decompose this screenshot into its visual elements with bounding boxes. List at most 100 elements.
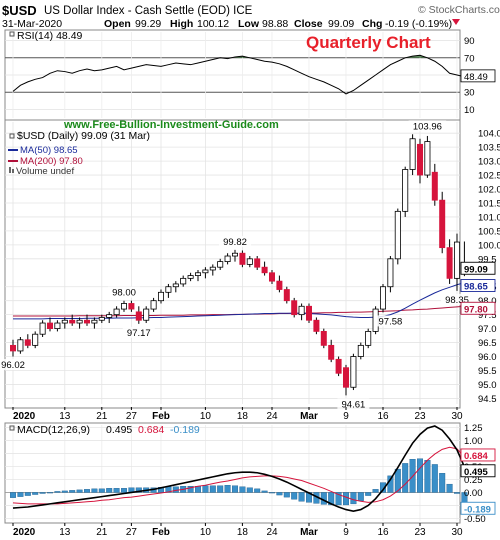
candle bbox=[9, 339, 16, 357]
macd-hist-bar bbox=[9, 492, 16, 498]
candle-body-down bbox=[47, 322, 54, 330]
price-label: 97.58 bbox=[379, 316, 403, 327]
macd-label-value: 0.495 bbox=[106, 424, 132, 436]
macd-label-name: MACD(12,26,9) bbox=[17, 424, 90, 436]
candle bbox=[342, 364, 349, 396]
candle bbox=[387, 256, 394, 293]
price-x-label: 2020 bbox=[13, 411, 36, 422]
macd-hist-bar bbox=[194, 486, 201, 493]
candle bbox=[69, 314, 76, 326]
candle-body-down bbox=[342, 367, 349, 388]
rsi-tick-label: 30 bbox=[464, 88, 475, 99]
candle bbox=[261, 261, 268, 276]
price-label-bg bbox=[374, 315, 407, 327]
macd-series bbox=[9, 425, 468, 512]
candle-body-up bbox=[424, 141, 431, 176]
candle-body-up bbox=[113, 308, 120, 316]
candle bbox=[276, 275, 283, 293]
price-tick-label: 97.0 bbox=[478, 324, 497, 335]
candle bbox=[439, 191, 446, 254]
macd-hist-bar bbox=[365, 492, 372, 496]
macd-tick-label: -0.50 bbox=[464, 514, 486, 525]
chart-header: $USD US Dollar Index - Cash Settle (EOD)… bbox=[2, 3, 500, 30]
rsi-tick-label: 70 bbox=[464, 53, 475, 64]
last-close-tag: 99.09 bbox=[464, 264, 488, 275]
macd-hist-bar bbox=[291, 492, 298, 500]
macd-hist-bar bbox=[246, 487, 253, 493]
candle-body-up bbox=[61, 319, 68, 324]
macd-hist-bar bbox=[47, 492, 54, 494]
candle-body-down bbox=[328, 344, 335, 360]
rsi-series bbox=[12, 54, 472, 95]
candle-body-down bbox=[128, 303, 135, 310]
candle bbox=[202, 267, 209, 279]
macd-value-tag-box bbox=[460, 464, 496, 478]
macd-hist-bar bbox=[69, 490, 76, 493]
macd-line bbox=[12, 425, 466, 512]
candle bbox=[402, 166, 409, 217]
ma50-legend: MA(50) 98.65 bbox=[20, 145, 78, 156]
candle bbox=[350, 353, 357, 391]
candle bbox=[143, 306, 150, 324]
macd-hist-bar bbox=[239, 486, 246, 493]
candle bbox=[61, 317, 68, 329]
price-label-bg bbox=[219, 235, 251, 247]
price-x-label: 16 bbox=[377, 411, 389, 422]
macd-label-signal: 0.684 bbox=[138, 424, 164, 436]
candle bbox=[231, 249, 238, 262]
open-label: Open bbox=[104, 18, 131, 30]
candle-body-up bbox=[231, 252, 238, 257]
candle-body-up bbox=[32, 333, 39, 346]
candle-body-down bbox=[283, 289, 290, 302]
candle bbox=[446, 239, 453, 284]
price-x-label: 9 bbox=[343, 411, 349, 422]
macd-hist-bar bbox=[283, 492, 290, 498]
quarterly-chart-annotation: Quarterly Chart bbox=[306, 33, 431, 52]
down-triangle-icon bbox=[452, 19, 460, 25]
candle-body-up bbox=[54, 322, 61, 330]
macd-tick-label: 0.00 bbox=[464, 488, 483, 499]
candle-body-down bbox=[305, 305, 312, 321]
price-tick-label: 95.0 bbox=[478, 380, 497, 391]
candle-body-down bbox=[84, 319, 91, 324]
price-tick-label: 100.5 bbox=[478, 226, 500, 237]
candle bbox=[39, 320, 46, 337]
candle-body-up bbox=[387, 258, 394, 288]
volume-legend: Volume undef bbox=[16, 166, 74, 177]
candle-body-up bbox=[194, 272, 201, 276]
price-axis: 104.0 103.5 103.0 102.5 102.0 101.5 101.0 100.5… bbox=[460, 129, 500, 405]
candle-body-up bbox=[379, 286, 386, 310]
candle-body-down bbox=[446, 247, 453, 279]
macd-hist-bar bbox=[261, 490, 268, 493]
candle-body-down bbox=[69, 319, 76, 324]
candle bbox=[113, 306, 120, 318]
macd-hist-bar bbox=[424, 460, 431, 493]
candle bbox=[416, 138, 423, 184]
macd-x-label: 16 bbox=[377, 527, 389, 538]
macd-hist-bar bbox=[357, 492, 364, 501]
macd-hist-bar bbox=[76, 489, 83, 493]
candle bbox=[150, 297, 157, 312]
candle-body-up bbox=[224, 255, 231, 263]
macd-hist-bar bbox=[98, 488, 105, 493]
macd-hist-bar bbox=[224, 484, 231, 493]
macd-signal-tag: 0.684 bbox=[464, 451, 488, 462]
ma200-tag-box bbox=[460, 301, 496, 315]
price-annotations: 96.02 98.00 97.17 99.82 94.61 97.58 103.96 98.3… bbox=[0, 120, 473, 410]
candle-body-up bbox=[17, 339, 24, 352]
candle-body-up bbox=[402, 169, 409, 212]
price-tick-label: 103.0 bbox=[478, 157, 500, 168]
rsi-line bbox=[12, 54, 472, 95]
price-tick-label: 102.0 bbox=[478, 185, 500, 196]
candle-body-up bbox=[217, 261, 224, 268]
close-value: 99.09 bbox=[328, 18, 354, 30]
price-tick-label: 97.5 bbox=[478, 310, 497, 321]
macd-hist-bar bbox=[202, 485, 209, 493]
candle bbox=[91, 317, 98, 329]
macd-hist-bar bbox=[54, 491, 61, 493]
candle bbox=[254, 256, 261, 270]
macd-signal-tag-box bbox=[460, 448, 496, 462]
low-label: Low bbox=[238, 18, 260, 30]
candle bbox=[194, 269, 201, 282]
